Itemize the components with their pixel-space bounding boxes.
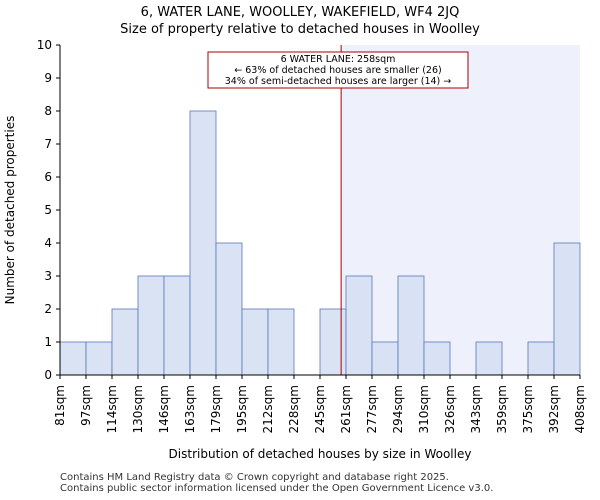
x-tick-label: 179sqm [209,385,223,433]
x-tick-label: 326sqm [443,385,457,433]
x-tick-label: 195sqm [235,385,249,433]
y-tick-label: 7 [44,137,52,151]
bar-163sqm [189,110,217,376]
x-tick-label: 245sqm [313,385,327,433]
x-tick-label: 408sqm [573,385,587,433]
chart-title: 6, WATER LANE, WOOLLEY, WAKEFIELD, WF4 2… [141,5,460,20]
bar-392sqm [553,242,581,376]
x-tick-label: 228sqm [287,385,301,433]
bar-212sqm [267,308,295,376]
bar-277sqm [371,341,399,376]
x-tick-label: 212sqm [261,385,275,433]
larger-region-shade [341,45,580,375]
bar-81sqm [59,341,87,376]
x-ticks-group: 81sqm 97sqm 114sqm 130sqm 146sqm 163sqm 179sqm… [53,375,587,433]
y-tick-label: 9 [44,71,52,85]
bar-294sqm [397,275,425,376]
x-tick-label: 146sqm [157,385,171,433]
bar-310sqm [423,341,451,376]
x-axis-label: Distribution of detached houses by size … [169,447,472,461]
y-ticks-group: 0 1 2 3 4 5 6 7 8 9 10 [37,38,60,382]
y-tick-label: 0 [44,368,52,382]
x-tick-label: 359sqm [495,385,509,433]
annotation-line-2: ← 63% of detached houses are smaller (26… [234,65,441,76]
x-tick-label: 343sqm [469,385,483,433]
y-tick-label: 5 [44,203,52,217]
chart-subtitle: Size of property relative to detached ho… [120,22,480,37]
y-tick-label: 10 [37,38,52,52]
x-tick-label: 375sqm [521,385,535,433]
x-tick-label: 97sqm [79,385,93,426]
bar-146sqm [163,275,191,376]
annotation-box: 6 WATER LANE: 258sqm ← 63% of detached h… [207,51,469,89]
x-tick-label: 163sqm [183,385,197,433]
y-axis-label: Number of detached properties [3,116,17,305]
bar-245sqm [319,308,347,376]
x-tick-label: 81sqm [53,385,67,426]
y-tick-label: 2 [44,302,52,316]
x-tick-label: 392sqm [547,385,561,433]
footer-line-2: Contains public sector information licen… [60,483,494,494]
annotation-line-1: 6 WATER LANE: 258sqm [281,54,396,65]
y-tick-label: 3 [44,269,52,283]
y-tick-label: 1 [44,335,52,349]
x-tick-label: 261sqm [339,385,353,433]
x-tick-label: 277sqm [365,385,379,433]
y-tick-label: 8 [44,104,52,118]
bars-group [59,110,581,376]
bar-375sqm [527,341,555,376]
bar-179sqm [215,242,243,376]
bar-195sqm [241,308,269,376]
bar-261sqm [345,275,373,376]
y-tick-label: 6 [44,170,52,184]
bar-130sqm [137,275,165,376]
bar-114sqm [111,308,139,376]
x-tick-label: 310sqm [417,385,431,433]
bar-343sqm [475,341,503,376]
x-tick-label: 130sqm [131,385,145,433]
annotation-border [207,51,469,89]
bar-97sqm [85,341,113,376]
x-tick-label: 114sqm [105,385,119,433]
annotation-line-3: 34% of semi-detached houses are larger (… [225,76,452,87]
x-tick-label: 294sqm [391,385,405,433]
footer-line-1: Contains HM Land Registry data © Crown c… [60,472,449,483]
y-tick-label: 4 [44,236,52,250]
